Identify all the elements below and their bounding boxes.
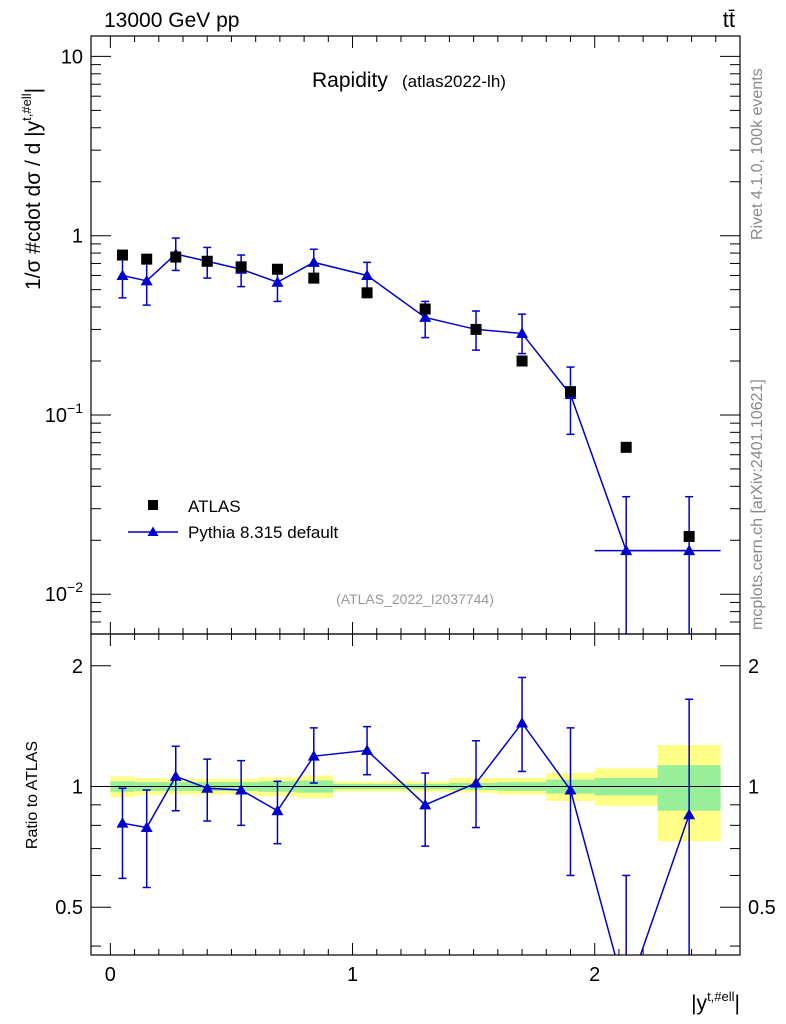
ratio-marker [683, 808, 696, 820]
atlas-marker [361, 287, 373, 299]
atlas-marker [308, 272, 320, 284]
y-axis-label-close: | [22, 88, 45, 93]
legend-marker-atlas [148, 500, 158, 510]
pythia-marker [361, 269, 374, 280]
mcplots-label: mcplots.cern.ch [arXiv:2401.10621] [749, 379, 766, 630]
pythia-marker [140, 274, 153, 286]
rivet-label: Rivet 4.1.0, 100k events [749, 68, 766, 240]
ratio-plot: 0.5 0.5 1 1 2 2 0 1 2 Ratio to ATLAS |yt,#ell| [24, 633, 776, 1015]
pythia-marker [419, 311, 432, 322]
ratio-series [116, 676, 696, 955]
ratio-marker [516, 716, 529, 728]
pythia-marker [683, 544, 696, 556]
ratio-y-tick-label-right: 0.5 [748, 897, 776, 919]
x-tick-label: 1 [347, 964, 358, 986]
atlas-marker [116, 249, 128, 261]
atlas-marker [170, 251, 182, 263]
ratio-y-tick-label-left: 2 [72, 656, 83, 678]
main-plot: 10−2 10−1 1 10 Rapidity (atlas2022-lh) (ATL… [19, 35, 741, 635]
ratio-marker [564, 783, 577, 795]
plot-title: Rapidity [312, 69, 388, 92]
ratio-frame [90, 633, 741, 956]
y-axis-label-sup: t,#ell [19, 93, 34, 121]
ratio-marker [419, 798, 432, 810]
atlas-marker [141, 253, 153, 265]
legend-label-atlas: ATLAS [188, 497, 241, 516]
pythia-marker [271, 276, 284, 287]
x-axis-label-sup: t,#ell [707, 989, 735, 1004]
plot-subtitle: (atlas2022-lh) [402, 72, 506, 91]
y-tick-label: 10−1 [45, 400, 83, 427]
analysis-id: (ATLAS_2022_I2037744) [336, 591, 494, 607]
atlas-marker [271, 263, 283, 275]
ratio-marker [116, 817, 129, 828]
ratio-marker [307, 750, 320, 761]
x-axis-label-main: |y [691, 992, 707, 1015]
legend-marker-pythia [147, 526, 159, 536]
x-tick-label: 2 [589, 964, 600, 986]
ratio-marker [235, 783, 248, 795]
pythia-marker [620, 544, 633, 556]
energy-label: 13000 GeV pp [104, 9, 239, 32]
ratio-y-tick-label-left: 0.5 [55, 897, 83, 919]
y-tick-label: 1 [72, 226, 83, 248]
pythia-marker [307, 256, 320, 267]
ratio-y-tick-label-right: 1 [748, 776, 759, 798]
ratio-marker [271, 804, 284, 816]
x-axis-label-close: | [735, 992, 740, 1015]
ratio-y-tick-label-right: 2 [748, 656, 759, 678]
ratio-line [122, 721, 690, 955]
atlas-marker [516, 355, 528, 367]
y-tick-label: 10−2 [45, 579, 83, 606]
ratio-marker [470, 777, 483, 788]
process-label: tt̄ [723, 7, 735, 32]
legend: ATLAS Pythia 8.315 default [128, 497, 339, 542]
y-axis-label-main: 1/σ #cdot dσ / d |y [22, 120, 45, 290]
atlas-marker [564, 386, 576, 398]
atlas-marker [620, 441, 632, 453]
atlas-marker [235, 261, 247, 273]
ratio-marker [169, 770, 182, 781]
pythia-marker [516, 327, 529, 338]
atlas-marker [201, 255, 213, 267]
ratio-marker [140, 821, 153, 833]
x-tick-label: 0 [105, 964, 116, 986]
ratio-y-tick-label-left: 1 [72, 776, 83, 798]
y-tick-label: 10 [61, 46, 83, 68]
main-frame [90, 35, 741, 635]
pythia-marker [116, 269, 129, 280]
ratio-marker [201, 782, 214, 793]
atlas-marker [683, 530, 695, 542]
x-axis-label: |yt,#ell| [691, 989, 740, 1015]
atlas-marker [470, 323, 482, 335]
legend-label-pythia: Pythia 8.315 default [188, 523, 339, 542]
y-axis-label: 1/σ #cdot dσ / d |yt,#ell| [19, 88, 45, 290]
ratio-marker [361, 744, 374, 755]
atlas-marker [419, 303, 431, 315]
ratio-y-axis-label: Ratio to ATLAS [24, 741, 41, 849]
